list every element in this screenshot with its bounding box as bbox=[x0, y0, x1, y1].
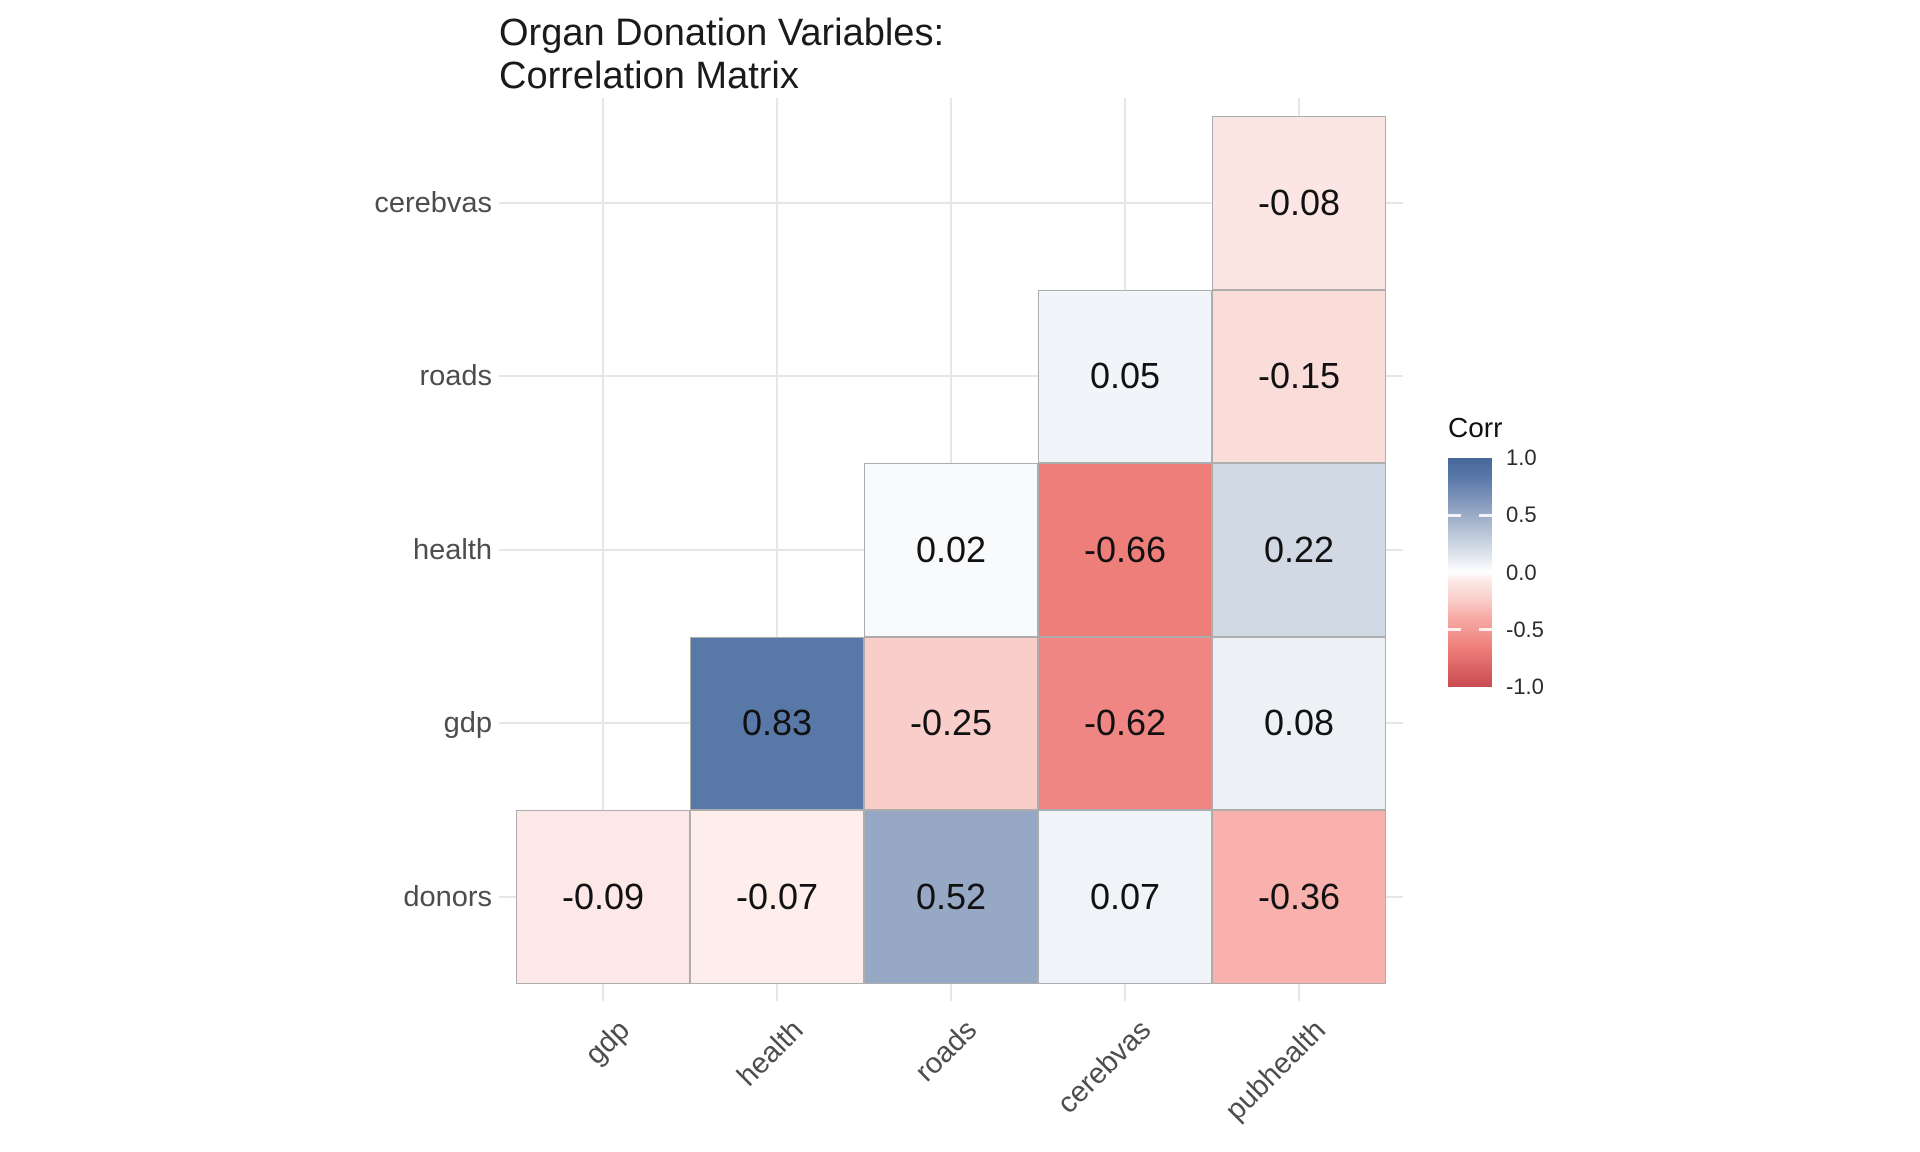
x-axis-label-cerebvas: cerebvas bbox=[1051, 1014, 1158, 1120]
legend-tick-label-0.5: 0.5 bbox=[1506, 502, 1537, 528]
cell-value: -0.36 bbox=[1257, 875, 1341, 917]
x-axis-label-roads: roads bbox=[909, 1014, 984, 1088]
cell-value: 0.83 bbox=[741, 702, 813, 744]
legend-tick-label--1.0: -1.0 bbox=[1506, 674, 1544, 699]
legend-tick-label--0.5: -0.5 bbox=[1506, 616, 1544, 642]
cell-value: 0.07 bbox=[1089, 875, 1161, 917]
matrix-cell-gdp-roads: -0.25 bbox=[864, 636, 1038, 810]
matrix-cell-donors-roads: 0.52 bbox=[864, 810, 1038, 984]
matrix-cell-health-cerebvas: -0.66 bbox=[1038, 463, 1212, 637]
legend-tick-mark bbox=[1479, 628, 1492, 632]
matrix-cell-donors-cerebvas: 0.07 bbox=[1038, 810, 1212, 984]
gridline-h-cerebvas bbox=[499, 201, 1403, 204]
matrix-cell-roads-pubhealth: -0.15 bbox=[1212, 289, 1386, 463]
matrix-cell-donors-gdp: -0.09 bbox=[516, 810, 690, 984]
gridline-h-roads bbox=[499, 375, 1403, 378]
cell-value: -0.62 bbox=[1083, 702, 1167, 744]
y-axis-label-roads: roads bbox=[419, 360, 492, 393]
x-axis-label-gdp: gdp bbox=[578, 1014, 636, 1071]
cell-value: -0.15 bbox=[1257, 355, 1341, 397]
chart-title: Organ Donation Variables: Correlation Ma… bbox=[499, 12, 944, 97]
cell-value: -0.08 bbox=[1257, 181, 1341, 223]
cell-value: 0.52 bbox=[915, 875, 987, 917]
legend-tick-mark bbox=[1479, 513, 1492, 517]
cell-value: 0.08 bbox=[1263, 702, 1335, 744]
cell-value: -0.07 bbox=[735, 875, 819, 917]
matrix-cell-donors-pubhealth: -0.36 bbox=[1212, 810, 1386, 984]
x-axis-label-health: health bbox=[731, 1014, 810, 1093]
matrix-cell-health-roads: 0.02 bbox=[864, 463, 1038, 637]
x-axis-label-pubhealth: pubhealth bbox=[1218, 1014, 1332, 1127]
matrix-cell-gdp-cerebvas: -0.62 bbox=[1038, 636, 1212, 810]
legend-gradient-bar bbox=[1448, 458, 1492, 687]
y-axis-label-health: health bbox=[412, 533, 492, 566]
matrix-cell-cerebvas-pubhealth: -0.08 bbox=[1212, 116, 1386, 290]
legend-title: Corr bbox=[1448, 412, 1503, 443]
cell-value: -0.66 bbox=[1083, 528, 1167, 570]
cell-value: 0.22 bbox=[1263, 528, 1335, 570]
legend-tick-label-1.0: 1.0 bbox=[1506, 445, 1537, 470]
y-axis-label-cerebvas: cerebvas bbox=[374, 186, 492, 219]
legend-tick-label-0.0: 0.0 bbox=[1506, 559, 1537, 585]
matrix-cell-roads-cerebvas: 0.05 bbox=[1038, 289, 1212, 463]
legend-tick-mark bbox=[1448, 628, 1461, 632]
matrix-cell-health-pubhealth: 0.22 bbox=[1212, 463, 1386, 637]
cell-value: 0.05 bbox=[1089, 355, 1161, 397]
matrix-cell-gdp-health: 0.83 bbox=[690, 636, 864, 810]
y-axis-label-gdp: gdp bbox=[443, 707, 492, 740]
matrix-cell-gdp-pubhealth: 0.08 bbox=[1212, 636, 1386, 810]
y-axis-label-donors: donors bbox=[403, 880, 492, 913]
cell-value: -0.25 bbox=[909, 702, 993, 744]
cell-value: -0.09 bbox=[561, 875, 645, 917]
legend-tick-mark bbox=[1448, 513, 1461, 517]
matrix-cell-donors-health: -0.07 bbox=[690, 810, 864, 984]
cell-value: 0.02 bbox=[915, 528, 987, 570]
